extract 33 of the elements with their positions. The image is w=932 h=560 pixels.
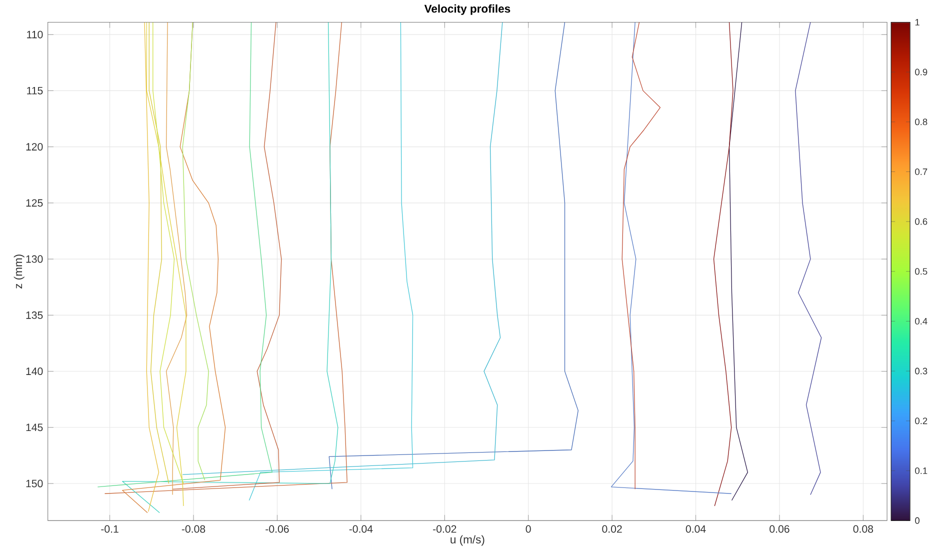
x-tick-label: 0.04 xyxy=(686,525,706,533)
color-bar-label: 0.4 xyxy=(915,318,928,324)
x-tick-label: 0 xyxy=(526,525,531,533)
color-bar-label: 0.3 xyxy=(915,368,928,374)
x-tick-label: -0.04 xyxy=(349,525,373,533)
chart-title: Velocity profiles xyxy=(424,4,510,15)
y-tick-label: 120 xyxy=(26,142,43,150)
color-bar-label: 0.8 xyxy=(915,118,928,125)
x-tick-label: 0.02 xyxy=(602,525,622,533)
x-tick-label: -0.08 xyxy=(182,525,206,533)
y-tick-label: 130 xyxy=(26,255,43,263)
color-bar-label: 0.1 xyxy=(915,467,928,474)
x-tick-label: -0.06 xyxy=(266,525,289,533)
y-tick-label: 115 xyxy=(27,86,43,94)
y-tick-label: 110 xyxy=(27,30,43,38)
y-tick-label: 140 xyxy=(26,367,43,375)
color-bar-label: 0.6 xyxy=(915,218,928,225)
y-tick-label: 145 xyxy=(26,424,43,431)
x-tick-label: -0.02 xyxy=(433,525,456,533)
color-bar-label: 0.9 xyxy=(915,68,928,76)
color-bar-label: 1 xyxy=(915,18,920,26)
color-bar-label: 0.2 xyxy=(915,417,928,424)
y-tick-label: 135 xyxy=(26,311,43,319)
y-tick-label: 125 xyxy=(26,198,43,206)
x-tick-label: 0.08 xyxy=(853,525,874,533)
color-bar-label: 0.5 xyxy=(915,268,928,274)
y-tick-label: 150 xyxy=(26,480,43,488)
x-axis-title: u (m/s) xyxy=(450,535,484,546)
x-tick-label: -0.1 xyxy=(101,525,118,533)
color-bar-label: 0 xyxy=(915,517,920,524)
x-tick-label: 0.06 xyxy=(770,525,790,533)
y-axis-title: z (mm) xyxy=(14,254,24,288)
color-bar-label: 0.7 xyxy=(915,168,928,175)
